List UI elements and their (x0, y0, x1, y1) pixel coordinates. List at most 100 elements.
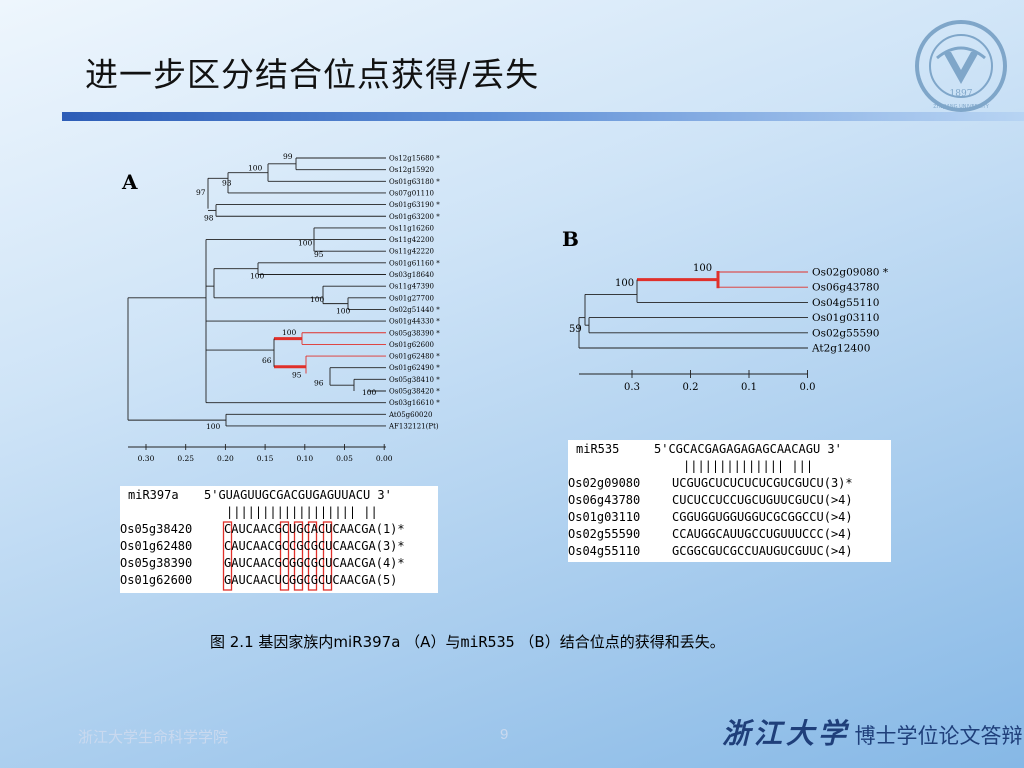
tree-a-axis-tick: 0.30 (138, 454, 155, 463)
tree-b-axis-tick: 0.3 (624, 382, 640, 393)
tree-a-leaf-label: Os01g44330 * (389, 318, 440, 326)
tree-a-leaf-label: Os01g63180 * (389, 178, 440, 186)
tree-a-axis-tick: 0.05 (336, 454, 353, 463)
alignment-a-row-seq: CAUCAACGCCGCGCUCAACGA(3)* (224, 539, 405, 553)
tree-a-bootstrap-label: 95 (314, 250, 324, 259)
alignment-mir397a: miR397a 5'GUAGUUGCGACGUGAGUUACU 3' |||||… (120, 486, 438, 593)
tree-b-bootstrap-label: 100 (615, 278, 634, 289)
tree-b-leaf-label: Os04g55110 (812, 297, 879, 309)
tree-b-leaf-label: Os02g55590 (812, 327, 879, 339)
tree-b-axis-tick: 0.0 (800, 382, 816, 393)
logo-year: 1897 (950, 89, 973, 99)
alignment-a-pairing: |||||||||||||||||| || (226, 505, 378, 519)
tree-a-bootstrap-label: 100 (362, 388, 377, 397)
alignment-a-row-id: Os01g62600 (120, 573, 193, 587)
figure-caption: 图 2.1 基因家族内miR397a （A）与miR535 （B）结合位点的获得… (210, 631, 725, 652)
tree-b-leaf-label: Os01g03110 (812, 312, 879, 324)
university-logo: 1897 ZHEJIANG UNIVERSITY (913, 18, 1009, 119)
alignment-mir535: miR535 5'CGCACGAGAGAGAGCAACAGU 3' ||||||… (568, 440, 891, 562)
alignment-b-header-name: miR535 (576, 442, 620, 456)
alignment-b-header-seq: 5'CGCACGAGAGAGAGCAACAGU 3' (654, 442, 842, 456)
tree-a-leaf-label: Os01g62480 * (389, 353, 440, 361)
tree-a-axis-tick: 0.20 (217, 454, 234, 463)
alignment-b-row-id: Os02g55590 (568, 527, 641, 541)
tree-a-leaf-label: Os07g01110 (389, 189, 434, 197)
alignment-b-row-seq: CGGUGGUGGUGGUCGCGGCCU(>4) (672, 510, 853, 524)
tree-a-leaf-label: At05g60020 (388, 411, 432, 419)
tree-a-leaf-label: Os03g16610 * (389, 399, 440, 407)
tree-a-leaf-label: Os12g15680 * (389, 155, 440, 163)
alignment-a-row-seq: CAUCAACGCUGCACUCAACGA(1)* (224, 522, 405, 536)
caption-prefix: 图 2.1 基因家族内miR397a （A）与 (210, 633, 461, 651)
tree-b-bootstrap-label: 100 (693, 263, 712, 274)
tree-a-bootstrap-label: 98 (204, 213, 214, 222)
alignment-a-row-id: Os05g38390 (120, 556, 193, 570)
tree-a-bootstrap-label: 100 (298, 239, 313, 248)
tree-a-axis-tick: 0.10 (296, 454, 313, 463)
footer-branding: 浙江大学 博士学位论文答辩 (722, 712, 1022, 752)
title-rule (62, 112, 1024, 121)
tree-a-axis-tick: 0.00 (376, 454, 393, 463)
tree-a-leaf-label: Os01g61160 * (389, 259, 440, 267)
alignment-a-row-id: Os01g62480 (120, 539, 193, 553)
tree-a-leaf-label: Os01g62600 (389, 341, 434, 349)
tree-a-leaf-label: Os11g47390 (389, 283, 434, 291)
phylogenetic-tree-b: Os02g09080 * Os06g43780 Os04g55110 Os01g031… (565, 262, 905, 399)
alignment-b-row-id: Os06g43780 (568, 493, 641, 507)
tree-a-leaf-label: Os11g42200 (389, 236, 434, 244)
alignment-b-row-id: Os01g03110 (568, 510, 641, 524)
logo-text: ZHEJIANG UNIVERSITY (933, 104, 990, 110)
tree-a-leaf-label: Os01g27700 (389, 294, 434, 302)
footer-department: 浙江大学生命科学学院 (78, 729, 229, 746)
alignment-b-row-id: Os02g09080 (568, 476, 641, 490)
tree-a-bootstrap-label: 97 (196, 188, 206, 197)
tree-a-bootstrap-label: 66 (262, 356, 272, 365)
tree-a-leaf-label: Os12g15920 (389, 166, 434, 174)
tree-a-leaf-label: Os05g38410 * (389, 376, 440, 384)
page-number: 9 (500, 726, 509, 743)
tree-a-bootstrap-label: 100 (282, 328, 297, 337)
caption-suffix: （B）结合位点的获得和丢失。 (514, 633, 725, 651)
caption-mirna: miR535 (460, 633, 515, 651)
tree-a-leaf-label: Os01g62490 * (389, 364, 440, 372)
alignment-a-row-id: Os05g38420 (120, 522, 193, 536)
tree-b-axis-tick: 0.2 (683, 382, 699, 393)
tree-a-axis-tick: 0.15 (257, 454, 274, 463)
alignment-b-pairing: |||||||||||||| ||| (683, 459, 814, 473)
tree-b-leaf-label: Os06g43780 (812, 282, 879, 294)
tree-b-bootstrap-label: 59 (569, 324, 582, 335)
alignment-a-header-seq: 5'GUAGUUGCGACGUGAGUUACU 3' (204, 488, 392, 502)
tree-b-axis-tick: 0.1 (741, 382, 757, 393)
tree-a-leaf-label: Os01g63190 * (389, 201, 440, 209)
slide-title: 进一步区分结合位点获得/丢失 (85, 55, 540, 94)
tree-a-bootstrap-label: 99 (283, 152, 293, 161)
panel-label-b: B (562, 227, 579, 251)
alignment-b-row-seq: GCGGCGUCGCCUAUGUCGUUC(>4) (672, 544, 853, 558)
tree-a-leaf-label: Os05g38420 * (389, 388, 440, 396)
panel-label-a: A (122, 170, 138, 194)
tree-a-bootstrap-label: 100 (310, 295, 325, 304)
tree-a-bootstrap-label: 100 (250, 272, 265, 281)
tree-a-leaf-label: Os01g63200 * (389, 213, 440, 221)
tree-a-bootstrap-label: 96 (314, 378, 324, 387)
alignment-b-row-id: Os04g55110 (568, 544, 641, 558)
footer-calligraphy: 浙江大学 (722, 717, 851, 750)
tree-b-leaf-label: At2g12400 (811, 343, 870, 355)
tree-a-axis-tick: 0.25 (177, 454, 194, 463)
tree-a-leaf-label: Os02g51440 * (389, 306, 440, 314)
footer-subtitle: 博士学位论文答辩 (854, 724, 1023, 748)
tree-a-leaf-label: Os05g38390 * (389, 329, 440, 337)
alignment-a-row-seq: GAUCAACUCGGCGCUCAACGA(5) (224, 573, 398, 587)
tree-b-leaf-label: Os02g09080 * (812, 267, 889, 279)
tree-a-bootstrap-label: 100 (248, 164, 263, 173)
tree-a-leaf-label: Os11g42220 (389, 248, 434, 256)
tree-a-bootstrap-label: 95 (292, 371, 302, 380)
tree-a-bootstrap-label: 93 (222, 178, 232, 187)
alignment-b-row-seq: UCGUGCUCUCUCUCGUCGUCU(3)* (672, 476, 853, 490)
tree-a-bootstrap-label: 100 (206, 422, 221, 431)
tree-a-leaf-label: Os11g16260 (389, 224, 434, 232)
alignment-b-row-seq: CCAUGGCAUUGCCUGUUUCCC(>4) (672, 527, 853, 541)
alignment-b-row-seq: CUCUCCUCCUGCUGUUCGUCU(>4) (672, 493, 853, 507)
alignment-a-header-name: miR397a (128, 488, 179, 502)
